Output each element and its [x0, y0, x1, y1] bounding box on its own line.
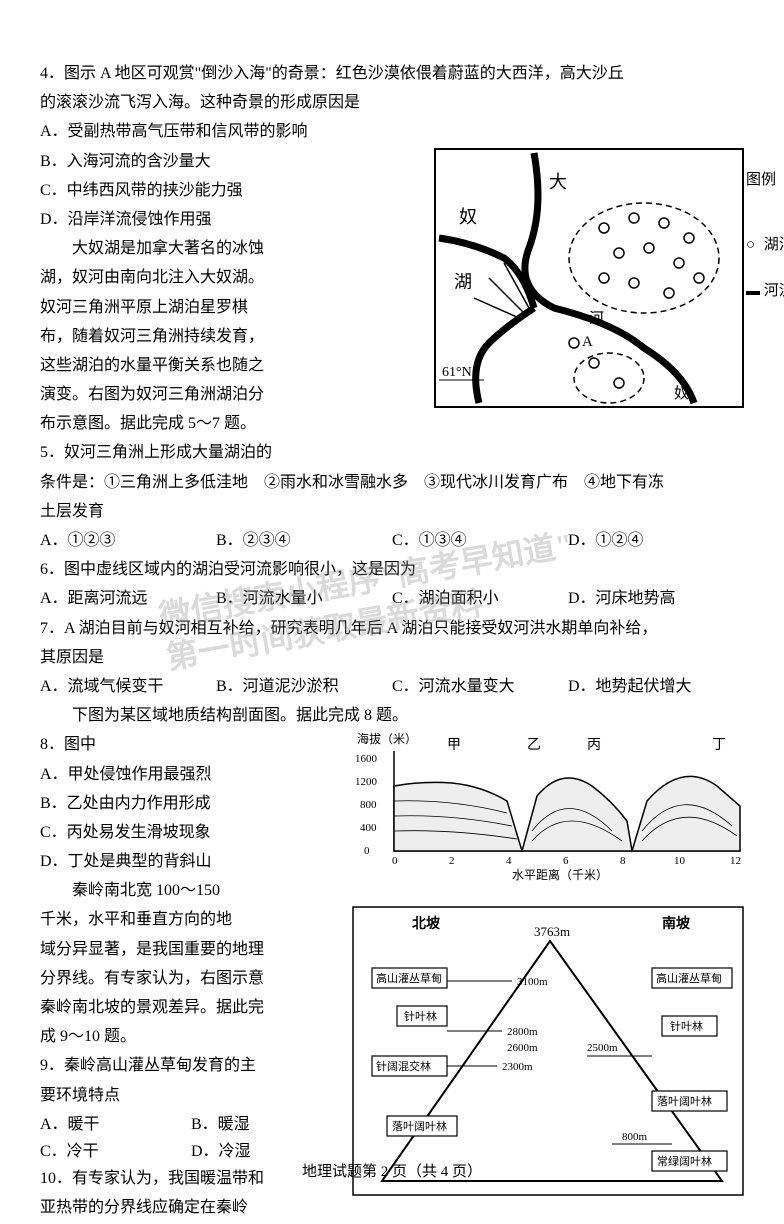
svg-text:高山灌丛草甸: 高山灌丛草甸: [656, 971, 722, 985]
svg-text:北坡: 北坡: [412, 915, 441, 932]
svg-text:落叶阔叶林: 落叶阔叶林: [657, 1094, 712, 1108]
svg-text:2: 2: [449, 855, 455, 867]
q6-opt-c: C．湖泊面积小: [392, 585, 568, 612]
svg-text:2300m: 2300m: [502, 1061, 533, 1073]
geology-svg: 海拔（米） 0 400 800 1200 1600 0 2 4 6 8 10 1…: [352, 731, 744, 886]
svg-text:61°N: 61°N: [442, 365, 472, 380]
q6-opt-a: A．距离河流远: [40, 585, 216, 612]
q7-opt-c: C．河流水量变大: [392, 673, 568, 700]
svg-text:丁: 丁: [712, 738, 726, 753]
q7-opt-b: B．河道泥沙淤积: [216, 673, 392, 700]
q4-stem-line1: 4．图示 A 地区可观赏"倒沙入海"的奇景：红色沙漠依偎着蔚蓝的大西洋，高大沙丘: [40, 60, 744, 87]
svg-text:湖: 湖: [454, 272, 472, 292]
q9-row1: A．暖干 B．暖湿: [40, 1111, 342, 1138]
svg-text:针阔混交林: 针阔混交林: [376, 1059, 431, 1073]
q6-stem: 6．图中虚线区域内的湖泊受河流影响很小，这是因为: [40, 556, 744, 583]
svg-text:0: 0: [364, 845, 370, 857]
svg-text:3100m: 3100m: [517, 976, 548, 988]
svg-text:针叶林: 针叶林: [670, 1019, 703, 1033]
q6-opt-b: B．河流水量小: [216, 585, 392, 612]
q5-options: A．①②③ B．②③④ C．①③④ D．①②④: [40, 527, 744, 554]
svg-text:奴: 奴: [674, 384, 689, 402]
svg-text:河: 河: [589, 310, 604, 327]
svg-text:乙: 乙: [527, 737, 541, 753]
q4-stem-line2: 的滚滚沙流飞泻入海。这种奇景的形成原因是: [40, 89, 744, 116]
svg-text:8: 8: [620, 855, 626, 867]
svg-text:高山灌丛草甸: 高山灌丛草甸: [376, 971, 442, 985]
q5-stem2: 条件是：①三角洲上多低洼地 ②雨水和冰雪融水多 ③现代冰川发育广布 ④地下有冻: [40, 469, 744, 496]
svg-text:丙: 丙: [587, 738, 601, 753]
q6-opt-d: D．河床地势高: [568, 585, 744, 612]
q5-opt-c: C．①③④: [392, 527, 568, 554]
svg-text:2600m: 2600m: [507, 1042, 538, 1054]
map-legend: 图例 ○ 湖泊 河流: [746, 148, 784, 305]
svg-text:1200: 1200: [355, 776, 378, 788]
q5-opt-d: D．①②④: [568, 527, 744, 554]
svg-text:2500m: 2500m: [587, 1042, 618, 1054]
svg-text:南坡: 南坡: [662, 915, 691, 932]
q5-stem3: 土层发育: [40, 498, 744, 525]
svg-text:海拔（米）: 海拔（米）: [357, 731, 417, 746]
svg-text:0: 0: [392, 855, 398, 867]
legend-title: 图例: [746, 168, 784, 194]
q7-opt-a: A．流域气候变干: [40, 673, 216, 700]
q9-opt-a: A．暖干: [40, 1111, 191, 1138]
svg-text:10: 10: [674, 855, 686, 867]
q7-opt-d: D．地势起伏增大: [568, 673, 744, 700]
svg-text:3763m: 3763m: [534, 924, 570, 939]
map-figure: 大 奴 湖 河 奴 A 61°N 图例 ○ 湖泊 河流: [434, 148, 744, 417]
svg-text:落叶阔叶林: 落叶阔叶林: [392, 1119, 447, 1133]
page-footer: 地理试题第 2 页（共 4 页）: [0, 1160, 784, 1186]
svg-text:6: 6: [563, 855, 569, 867]
context8: 下图为某区域地质结构剖面图。据此完成 8 题。: [40, 702, 744, 729]
map-svg: 大 奴 湖 河 奴 A 61°N: [434, 148, 744, 408]
svg-text:甲: 甲: [447, 738, 461, 753]
q7-options: A．流域气候变干 B．河道泥沙淤积 C．河流水量变大 D．地势起伏增大: [40, 673, 744, 700]
svg-text:4: 4: [506, 855, 512, 867]
svg-text:2800m: 2800m: [507, 1026, 538, 1038]
q5-opt-a: A．①②③: [40, 527, 216, 554]
geology-figure: 海拔（米） 0 400 800 1200 1600 0 2 4 6 8 10 1…: [352, 731, 744, 895]
q4-opt-a: A．受副热带高气压带和信风带的影响: [40, 118, 744, 145]
svg-text:奴: 奴: [459, 207, 477, 227]
svg-text:针叶林: 针叶林: [404, 1009, 437, 1023]
q5-stem1: 5．奴河三角洲上形成大量湖泊的: [40, 439, 744, 466]
svg-text:800: 800: [360, 799, 377, 811]
q7-stem2: 其原因是: [40, 644, 744, 671]
qinling-svg: 北坡 南坡 3763m 3100m 高山灌丛草甸 2800m 针叶林 2600m…: [352, 906, 744, 1196]
q5-opt-b: B．②③④: [216, 527, 392, 554]
svg-text:12: 12: [730, 855, 741, 867]
svg-text:大: 大: [549, 172, 567, 192]
svg-text:A: A: [582, 334, 593, 350]
svg-text:800m: 800m: [622, 1131, 648, 1143]
svg-text:400: 400: [360, 822, 377, 834]
q7-stem1: 7．A 湖泊目前与奴河相互补给，研究表明几年后 A 湖泊只能接受奴河洪水期单向补…: [40, 615, 744, 642]
q6-options: A．距离河流远 B．河流水量小 C．湖泊面积小 D．河床地势高: [40, 585, 744, 612]
q9-opt-b: B．暖湿: [191, 1111, 342, 1138]
svg-text:水平距离（千米）: 水平距离（千米）: [512, 867, 608, 882]
legend-river: 河流: [746, 279, 784, 305]
legend-lake: ○ 湖泊: [746, 233, 784, 259]
svg-text:1600: 1600: [355, 753, 378, 765]
